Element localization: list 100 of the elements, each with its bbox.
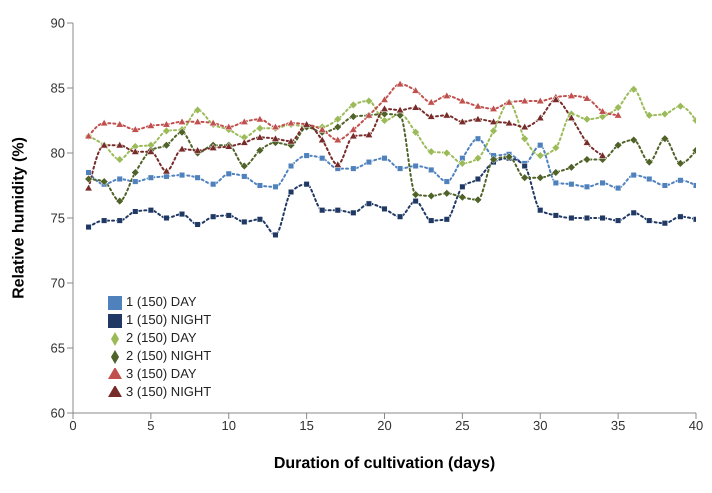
point (474, 115, 482, 122)
point (349, 126, 358, 133)
point (582, 94, 592, 102)
point (615, 218, 622, 224)
point (256, 115, 264, 122)
x-tick-label: 35 (610, 418, 626, 434)
point (349, 112, 358, 121)
point (489, 118, 498, 125)
point (568, 181, 574, 188)
point (224, 122, 233, 130)
point (489, 155, 498, 164)
point (364, 96, 373, 106)
point (334, 160, 342, 168)
point (584, 214, 590, 222)
point (677, 214, 684, 220)
point (396, 80, 404, 88)
point (552, 212, 559, 218)
point (458, 118, 466, 125)
point (505, 152, 514, 161)
point (676, 159, 684, 168)
point (458, 96, 466, 104)
point (600, 180, 606, 186)
point (677, 177, 684, 184)
point (474, 176, 481, 182)
point (474, 196, 482, 204)
legend-label: 3 (150) DAY (126, 366, 197, 381)
point (412, 103, 420, 111)
point (645, 158, 654, 166)
point (412, 198, 419, 204)
point (288, 188, 294, 196)
point (442, 92, 451, 99)
y-tick-label: 80 (50, 146, 65, 161)
point (241, 173, 248, 180)
point (349, 132, 358, 140)
point (210, 214, 216, 220)
point (132, 208, 138, 215)
point (100, 178, 108, 186)
point (646, 176, 652, 182)
point (334, 115, 342, 124)
point (334, 136, 342, 144)
point (366, 159, 372, 166)
legend-label: 1 (150) DAY (126, 294, 197, 309)
point (630, 172, 637, 178)
point (226, 212, 232, 218)
point (552, 180, 559, 186)
point (148, 174, 154, 181)
point (397, 166, 404, 172)
point (226, 170, 232, 177)
point (350, 166, 356, 172)
point (412, 86, 420, 94)
point (505, 119, 514, 126)
point (536, 114, 544, 121)
point (86, 224, 92, 230)
point (412, 162, 419, 170)
point (116, 155, 124, 164)
point (598, 107, 607, 114)
point (536, 174, 544, 182)
point (381, 206, 388, 212)
point (148, 207, 154, 214)
point (442, 148, 451, 158)
point (84, 184, 93, 192)
point (520, 122, 529, 130)
point (131, 168, 140, 177)
point (614, 103, 622, 112)
point (614, 111, 622, 118)
point (567, 114, 576, 121)
point (132, 178, 138, 185)
point (101, 218, 108, 224)
y-tick-label: 60 (50, 406, 65, 421)
point (240, 138, 248, 146)
point (582, 115, 592, 124)
point (364, 130, 373, 138)
point (256, 216, 263, 222)
point (381, 155, 388, 162)
point (646, 218, 652, 224)
point (458, 193, 466, 202)
point (459, 155, 466, 162)
point (178, 118, 186, 125)
point (380, 104, 389, 112)
x-tick-label: 15 (299, 418, 314, 434)
point (349, 100, 358, 109)
point (522, 162, 528, 170)
point (209, 144, 218, 151)
point (256, 133, 264, 140)
x-tick-label: 20 (377, 418, 392, 434)
x-tick-label: 25 (455, 418, 470, 434)
legend-label: 3 (150) NIGHT (126, 384, 212, 399)
legend-label: 2 (150) NIGHT (126, 348, 212, 363)
y-tick-label: 70 (50, 276, 65, 291)
point (489, 126, 498, 135)
x-tick-label: 10 (222, 418, 236, 434)
point (442, 111, 451, 118)
y-tick-label: 90 (50, 16, 65, 31)
y-tick-label: 85 (50, 80, 65, 96)
point (396, 106, 404, 114)
x-axis-title: Duration of cultivation (days) (274, 455, 496, 472)
point (520, 174, 529, 182)
point (162, 167, 170, 174)
point (459, 184, 466, 190)
point (116, 218, 123, 224)
